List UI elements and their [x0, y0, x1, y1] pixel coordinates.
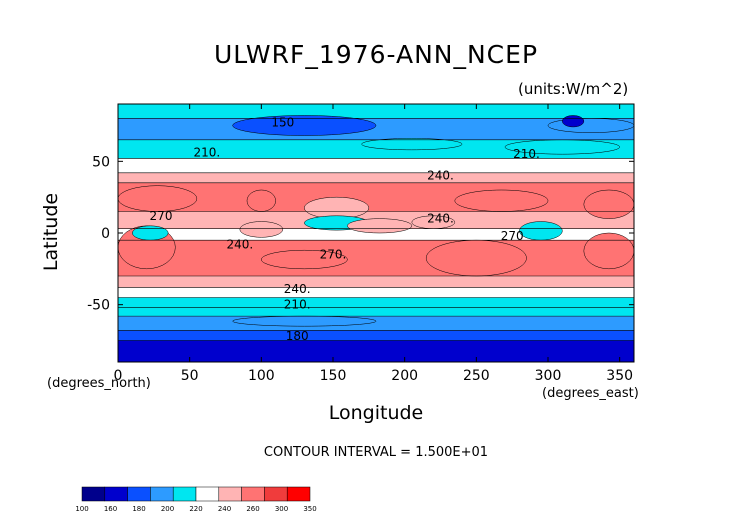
- heatmap-band: [118, 276, 634, 288]
- heatmap-region: [583, 232, 635, 270]
- heatmap-region: [132, 225, 169, 241]
- x-tick-label: 50: [181, 368, 199, 384]
- heatmap-band: [118, 172, 634, 183]
- colorbar-swatch: [81, 486, 106, 502]
- heatmap-band: [118, 139, 634, 159]
- contour-interval: CONTOUR INTERVAL = 1.500E+01: [263, 445, 489, 460]
- heatmap-region: [117, 185, 198, 212]
- heatmap-region: [562, 115, 585, 128]
- x-tick-label: 200: [391, 368, 418, 384]
- colorbar-swatch: [195, 486, 220, 502]
- contour-label: 150: [271, 116, 294, 130]
- x-tick-label: 250: [463, 368, 490, 384]
- y-units-label: (degrees_north): [47, 376, 151, 391]
- colorbar-label: 200: [161, 505, 174, 513]
- heatmap-band: [118, 307, 634, 317]
- chart-title: ULWRF_1976-ANN_NCEP: [213, 40, 539, 69]
- heatmap-region: [304, 196, 370, 219]
- x-axis: 0 50 100 150 200 250 300 350: [114, 104, 633, 384]
- contour-label: 180: [286, 329, 309, 343]
- heatmap-region: [454, 189, 549, 212]
- x-axis-label: Longitude: [328, 402, 424, 424]
- colorbar-swatch: [264, 486, 288, 502]
- heatmap-region: [239, 221, 284, 238]
- heatmap-band: [118, 316, 634, 331]
- colorbar-label: 300: [275, 505, 288, 513]
- heatmap-band: [118, 240, 634, 276]
- colorbar-swatch: [104, 486, 128, 502]
- heatmap-band: [118, 340, 634, 362]
- heatmap-region: [232, 315, 377, 327]
- x-tick-label: 0: [114, 368, 123, 384]
- y-tick-label: -50: [87, 298, 110, 314]
- x-units-label: (degrees_east): [542, 386, 639, 401]
- colorbar-label: 160: [104, 505, 117, 513]
- heatmap-band: [118, 182, 634, 212]
- contour-label: 240.: [226, 237, 253, 251]
- colorbar-swatch: [218, 486, 242, 502]
- contour-label: 210.: [284, 298, 311, 312]
- heatmap-region: [246, 189, 276, 212]
- heatmap-band: [118, 297, 634, 308]
- colorbar-swatch: [241, 486, 265, 502]
- contour-label: 270: [150, 209, 173, 223]
- contour-label: 240.: [427, 169, 454, 183]
- heatmap-band: [118, 330, 634, 341]
- colorbar-label: 240: [218, 505, 231, 513]
- heatmap-region: [519, 221, 563, 241]
- contour-label: 210.: [513, 147, 540, 161]
- colorbar-swatch: [172, 486, 197, 502]
- heatmap-region: [347, 218, 413, 234]
- contour-label: 240.: [284, 282, 311, 296]
- y-tick-label: 50: [92, 154, 110, 170]
- colorbar-label: 260: [246, 505, 259, 513]
- contour-label: 270: [501, 229, 524, 243]
- heatmap-region: [425, 239, 527, 277]
- colorbar-swatch: [286, 486, 311, 502]
- x-tick-label: 100: [248, 368, 275, 384]
- x-tick-label: 300: [535, 368, 562, 384]
- y-tick-label: 0: [101, 226, 110, 242]
- heatmap-band: [118, 287, 634, 298]
- colorbar-label: 100: [75, 505, 88, 513]
- y-axis-label: Latitude: [40, 192, 62, 272]
- heatmap-region: [261, 249, 348, 270]
- contour-label: 210.: [194, 146, 221, 160]
- heatmap-field: [117, 104, 635, 362]
- heatmap-region: [547, 118, 635, 133]
- x-tick-label: 350: [606, 368, 633, 384]
- heatmap-region: [232, 115, 377, 136]
- x-tick-label: 150: [320, 368, 347, 384]
- heatmap-band: [118, 158, 634, 173]
- colorbar-swatch: [127, 486, 151, 502]
- units-label: (units:W/m^2): [518, 80, 629, 98]
- contour-label: 270.: [320, 248, 347, 262]
- contour-label: 240.: [427, 212, 454, 226]
- colorbar-swatch: [150, 486, 174, 502]
- heatmap-band: [118, 104, 634, 119]
- colorbar: 100 160 180 200 220 240 260 300 350: [75, 486, 317, 513]
- contour-labels: 150 210. 210. 240. 270 240. 240. 270 270. 240. 210…: [150, 116, 540, 344]
- colorbar-label: 350: [303, 505, 316, 513]
- y-axis: -50 0 50: [87, 154, 634, 314]
- colorbar-label: 180: [132, 505, 145, 513]
- heatmap-region: [583, 189, 635, 219]
- heatmap-band: [118, 228, 634, 241]
- colorbar-label: 220: [189, 505, 202, 513]
- heatmap-region: [361, 138, 463, 151]
